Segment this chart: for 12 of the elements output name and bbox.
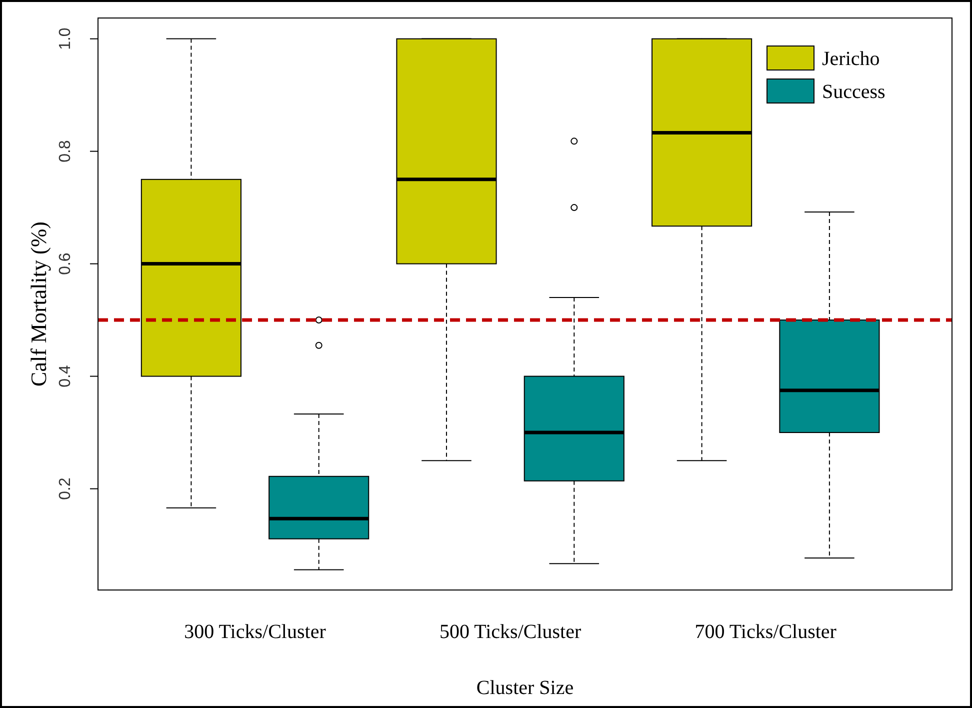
y-tick-label: 0.2: [57, 478, 74, 500]
y-axis-title: Calf Mortality (%): [26, 222, 51, 386]
x-axis-title: Cluster Size: [476, 677, 574, 699]
x-tick-label: 700 Ticks/Cluster: [694, 621, 837, 643]
x-tick-label: 500 Ticks/Cluster: [439, 621, 582, 643]
y-tick-label: 0.8: [57, 140, 74, 162]
y-tick-label: 0.4: [57, 365, 74, 388]
legend-label: Jericho: [822, 48, 880, 70]
y-tick-label: 1.0: [57, 28, 74, 50]
x-tick-label: 300 Ticks/Cluster: [184, 621, 326, 643]
legend-label: Success: [822, 81, 886, 103]
y-tick-label: 0.6: [57, 252, 74, 275]
